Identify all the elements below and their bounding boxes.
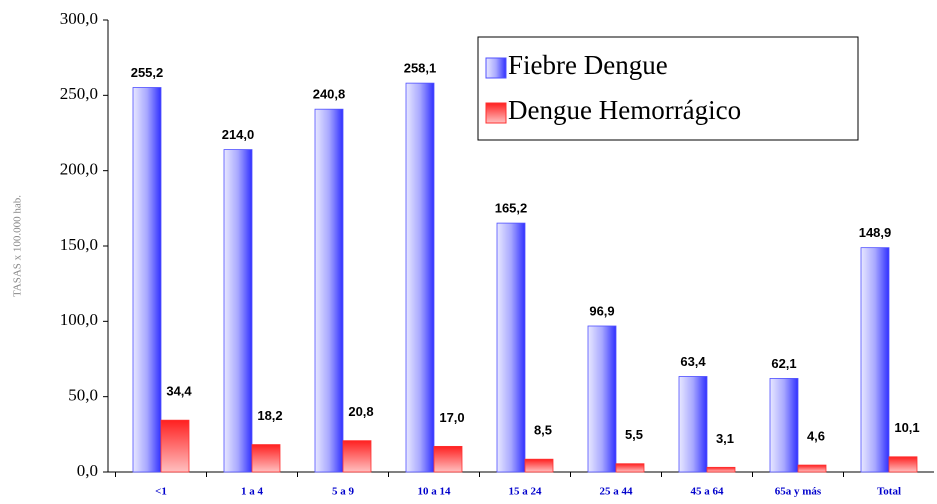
legend-box bbox=[477, 36, 859, 141]
x-tick-label: Total bbox=[877, 486, 901, 498]
x-tick-label: <1 bbox=[155, 486, 167, 498]
bar bbox=[678, 376, 708, 473]
x-tick-label: 45 a 64 bbox=[691, 486, 725, 498]
bar bbox=[706, 466, 736, 473]
data-label: 3,1 bbox=[716, 431, 734, 446]
bar bbox=[496, 222, 526, 473]
data-label: 20,8 bbox=[348, 404, 373, 419]
bar bbox=[888, 456, 918, 473]
bar bbox=[524, 458, 554, 473]
data-label: 63,4 bbox=[680, 354, 706, 369]
data-label: 165,2 bbox=[495, 201, 528, 216]
x-tick-label: 1 a 4 bbox=[241, 486, 264, 498]
x-tick-label: 25 a 44 bbox=[600, 486, 634, 498]
bar bbox=[615, 463, 645, 473]
legend-swatch bbox=[485, 102, 507, 124]
y-tick-label: 50,0 bbox=[68, 386, 98, 405]
bar bbox=[405, 82, 435, 473]
bar bbox=[587, 325, 617, 473]
y-tick-label: 0,0 bbox=[77, 461, 98, 480]
bar bbox=[769, 378, 799, 473]
legend-swatch bbox=[485, 57, 507, 79]
bar bbox=[314, 108, 344, 473]
data-label: 5,5 bbox=[625, 427, 643, 442]
y-axis-title: TASAS x 100.000 hab. bbox=[12, 195, 24, 297]
data-label: 148,9 bbox=[859, 225, 892, 240]
data-label: 34,4 bbox=[166, 384, 192, 399]
data-label: 17,0 bbox=[439, 410, 464, 425]
data-label: 4,6 bbox=[807, 429, 825, 444]
data-label: 258,1 bbox=[404, 61, 437, 76]
data-label: 96,9 bbox=[589, 303, 614, 318]
x-tick-label: 15 a 24 bbox=[509, 486, 543, 498]
data-label: 214,0 bbox=[222, 127, 255, 142]
bar bbox=[251, 444, 281, 473]
bar bbox=[797, 464, 827, 473]
bar bbox=[132, 87, 162, 473]
legend-label: Dengue Hemorrágico bbox=[508, 95, 741, 125]
bar bbox=[223, 149, 253, 473]
x-tick-label: 10 a 14 bbox=[418, 486, 452, 498]
y-tick-label: 100,0 bbox=[60, 310, 98, 329]
data-label: 18,2 bbox=[257, 408, 282, 423]
data-label: 8,5 bbox=[534, 423, 552, 438]
legend-label: Fiebre Dengue bbox=[508, 50, 668, 80]
bar bbox=[342, 440, 372, 473]
y-tick-label: 200,0 bbox=[60, 160, 98, 179]
x-tick-label: 65a y más bbox=[775, 486, 822, 498]
data-label: 62,1 bbox=[771, 356, 796, 371]
data-label: 255,2 bbox=[131, 65, 164, 80]
bar bbox=[433, 445, 463, 473]
y-tick-label: 150,0 bbox=[60, 235, 98, 254]
x-tick-label: 5 a 9 bbox=[332, 486, 355, 498]
y-tick-label: 300,0 bbox=[60, 9, 98, 28]
data-label: 10,1 bbox=[894, 420, 919, 435]
y-tick-label: 250,0 bbox=[60, 84, 98, 103]
bar bbox=[860, 247, 890, 473]
bar bbox=[160, 419, 190, 473]
data-label: 240,8 bbox=[313, 87, 346, 102]
